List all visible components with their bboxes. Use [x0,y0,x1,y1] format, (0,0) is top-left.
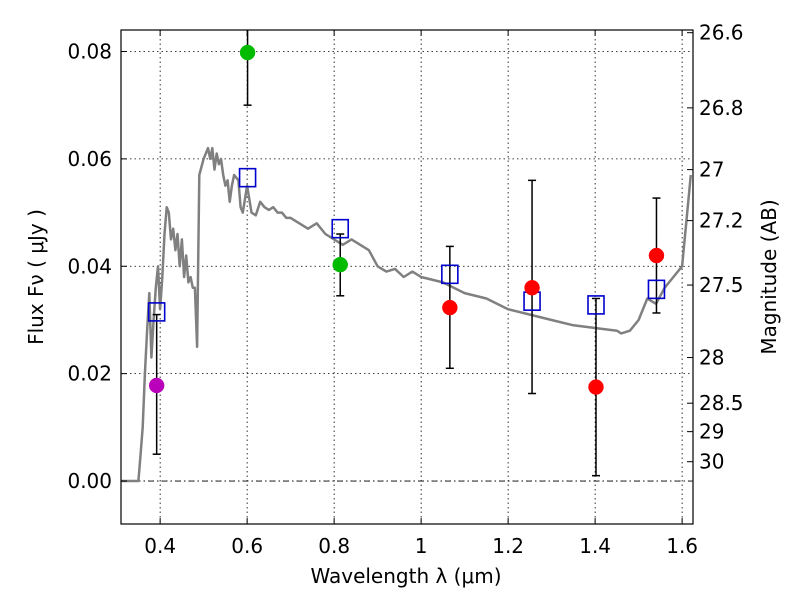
model-photometry-box-3 [441,264,459,285]
magnitude-tick-label: 27 [699,158,724,182]
magnitude-tick-label: 26.6 [699,21,744,45]
observed-point-1 [239,44,256,61]
x-axis-label: Wavelength λ (μm) [310,564,501,588]
y-tick-label: 0.08 [67,39,112,63]
model-sed-line [121,146,693,483]
x-tick-label: 0.4 [144,534,176,558]
model-photometry-box-5 [587,295,605,315]
magnitude-tick-labels: 26.6 26.8 27 27.2 27.5 28 28.5 29 30 [699,21,744,474]
model-photometry-box-0 [147,302,166,322]
observed-point-5 [588,379,604,395]
observation-point-layer [148,44,665,395]
magnitude-tick-label: 29 [699,420,724,444]
x-tick-label: 1 [415,534,428,558]
grid-layer [121,30,693,524]
y2-axis-label: Magnitude (AB) [757,199,781,354]
observed-point-0 [148,377,165,394]
y-tick-label: 0.02 [67,362,112,386]
filter-box-layer [147,167,666,322]
y-tick-labels: 0.00 0.02 0.04 0.06 0.08 [67,39,112,493]
x-tick-label: 1.2 [492,534,524,558]
x-tick-labels: 0.4 0.6 0.8 1 1.2 1.4 1.6 [144,534,698,558]
magnitude-tick-label: 27.5 [699,273,744,297]
error-bar-layer [152,30,661,477]
y-tick-label: 0.04 [67,254,112,278]
x-tick-label: 0.8 [318,534,350,558]
y-tick-label: 0.00 [67,469,112,493]
x-tick-label: 1.6 [666,534,698,558]
magnitude-tick-label: 30 [699,450,724,474]
y-axis-label: Flux Fν ( μJy ) [24,209,48,345]
observed-point-6 [648,247,665,264]
model-photometry-box-1 [238,167,257,188]
magnitude-tick-label: 26.8 [699,96,744,120]
x-tick-label: 0.6 [231,534,263,558]
magnitude-tick-label: 27.2 [699,209,744,233]
model-photometry-box-2 [331,218,350,239]
model-photometry-box-6 [647,279,666,300]
x-tick-label: 1.4 [579,534,611,558]
sed-line-layer [121,146,693,483]
observed-point-2 [332,256,348,273]
magnitude-tick-label: 28.5 [699,391,744,415]
observed-point-4 [524,279,540,296]
y-tick-label: 0.06 [67,147,112,171]
magnitude-tick-label: 28 [699,346,724,370]
tick-layer [121,30,693,524]
plot-frame [120,29,694,525]
observed-point-3 [442,299,458,316]
